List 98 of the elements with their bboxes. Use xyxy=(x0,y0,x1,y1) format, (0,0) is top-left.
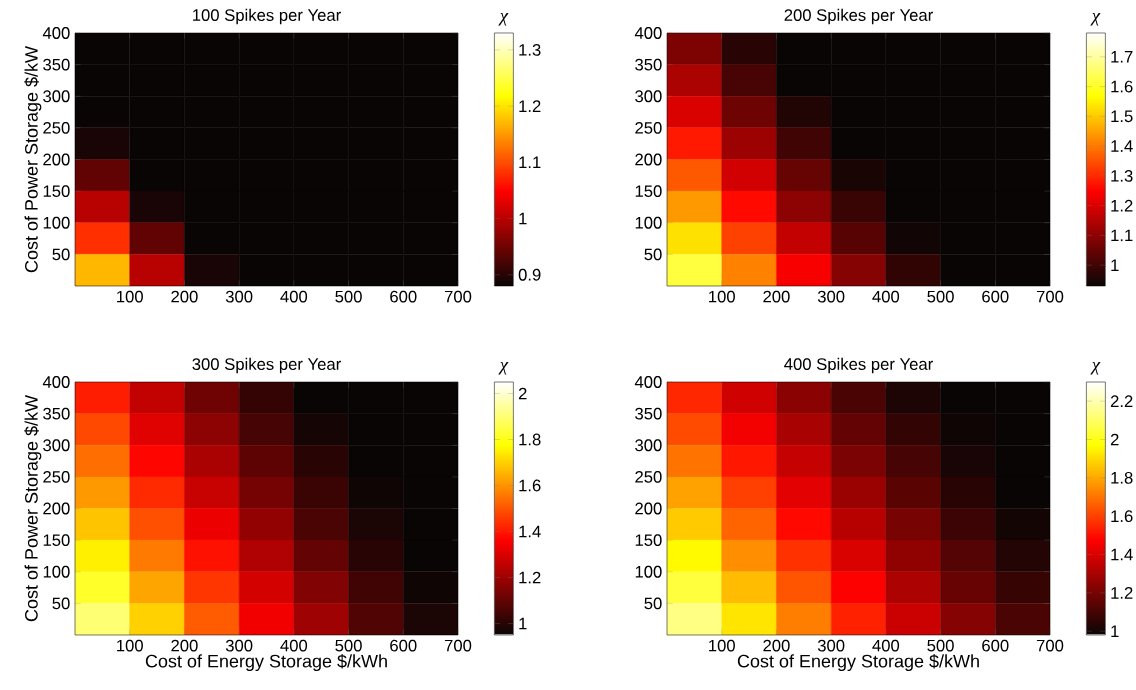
color-bar-label: 1.6 xyxy=(1111,80,1133,93)
chart-title: 100 Spikes per Year xyxy=(193,8,341,25)
color-bar-label: 1.4 xyxy=(519,525,541,538)
color-bar-label: 1.8 xyxy=(519,433,541,446)
color-bar-title: χ xyxy=(1090,362,1101,375)
y-tick-label: 50 xyxy=(52,597,70,610)
y-tick-label: 350 xyxy=(43,58,70,71)
y-tick-label: 400 xyxy=(634,376,662,388)
y-tick-label: 250 xyxy=(635,470,662,483)
x-tick-label: 400 xyxy=(872,290,900,303)
y-tick-label: 100 xyxy=(635,565,662,578)
color-bar-label: 0.9 xyxy=(518,268,541,281)
y-tick-label: 200 xyxy=(43,502,70,515)
x-axis-title: Cost of Energy Storage $/kWh xyxy=(145,654,387,672)
color-bar-label: 1.1 xyxy=(519,156,541,169)
y-tick-label: 250 xyxy=(635,121,662,134)
y-tick-label: 150 xyxy=(635,534,662,547)
chart-title: 200 Spikes per Year xyxy=(784,8,933,25)
y-tick-label: 150 xyxy=(635,185,662,198)
color-bar-label: 1.5 xyxy=(1111,110,1133,123)
x-tick-label: 500 xyxy=(927,290,954,303)
y-tick-label: 50 xyxy=(644,248,662,261)
x-tick-label: 200 xyxy=(763,639,790,652)
color-bar-title: χ xyxy=(1090,13,1101,26)
x-tick-label: 300 xyxy=(225,639,253,652)
y-tick-label: 200 xyxy=(43,153,70,166)
y-tick-label: 50 xyxy=(644,597,662,610)
color-bar-label: 1 xyxy=(519,212,527,225)
color-bar-label: 2.2 xyxy=(1110,395,1133,407)
y-tick-label: 400 xyxy=(42,376,70,388)
y-tick-label: 200 xyxy=(635,502,662,515)
color-bar-label: 1.6 xyxy=(519,479,541,492)
x-tick-label: 100 xyxy=(117,639,143,652)
color-bar-label: 1.2 xyxy=(519,571,541,584)
y-tick-label: 100 xyxy=(635,216,662,229)
y-tick-label: 400 xyxy=(634,27,662,39)
color-bar-label: 1.4 xyxy=(1111,548,1133,561)
x-tick-label: 700 xyxy=(1036,639,1064,652)
x-tick-label: 200 xyxy=(171,290,198,303)
x-tick-label: 700 xyxy=(444,639,472,652)
color-bar-label: 1 xyxy=(1111,259,1119,271)
color-bar-label: 1.2 xyxy=(519,100,541,112)
color-bar-label: 1.2 xyxy=(1111,199,1133,212)
x-tick-label: 600 xyxy=(982,639,1009,652)
y-tick-label: 350 xyxy=(635,58,662,71)
y-tick-label: 150 xyxy=(43,185,70,198)
color-bar-label: 1.7 xyxy=(1111,51,1133,63)
color-bar-label: 1 xyxy=(1111,625,1119,637)
x-tick-label: 400 xyxy=(280,639,308,652)
color-bar-label: 2 xyxy=(518,387,527,400)
y-tick-label: 300 xyxy=(43,90,70,103)
color-bar-label: 1.8 xyxy=(1111,471,1133,484)
color-bar-label: 1.1 xyxy=(1111,229,1133,242)
chart-title: 300 Spikes per Year xyxy=(192,357,341,374)
color-bar-label: 1.3 xyxy=(1111,169,1133,182)
y-tick-label: 350 xyxy=(43,407,70,420)
color-bar-label: 2 xyxy=(1110,433,1119,446)
y-tick-label: 50 xyxy=(52,248,70,261)
x-tick-label: 600 xyxy=(982,290,1009,303)
x-tick-label: 100 xyxy=(709,639,735,652)
x-tick-label: 300 xyxy=(225,290,253,303)
y-tick-label: 350 xyxy=(635,407,662,420)
y-tick-label: 300 xyxy=(635,90,662,103)
y-axis-title: Cost of Power Storage $/kW xyxy=(24,395,42,622)
color-bar-label: 1 xyxy=(519,617,527,630)
y-tick-label: 100 xyxy=(43,216,70,229)
x-tick-label: 300 xyxy=(817,639,845,652)
color-bar-title: χ xyxy=(498,13,509,26)
y-tick-label: 150 xyxy=(43,534,70,547)
color-bar-label: 1.6 xyxy=(1111,510,1133,523)
x-tick-label: 500 xyxy=(335,639,362,652)
y-tick-label: 300 xyxy=(43,439,70,452)
y-tick-label: 200 xyxy=(635,153,662,166)
x-tick-label: 600 xyxy=(390,639,417,652)
y-tick-label: 400 xyxy=(42,27,70,39)
y-axis-title: Cost of Power Storage $/kW xyxy=(24,46,42,273)
x-tick-label: 100 xyxy=(117,290,143,303)
x-axis-title: Cost of Energy Storage $/kWh xyxy=(737,654,979,672)
x-tick-label: 500 xyxy=(335,290,362,303)
x-tick-label: 100 xyxy=(709,290,735,303)
color-bar-label: 1.3 xyxy=(519,43,541,56)
y-tick-label: 300 xyxy=(635,439,662,452)
chart-title: 400 Spikes per Year xyxy=(784,357,933,374)
x-tick-label: 200 xyxy=(763,290,790,303)
color-bar-title: χ xyxy=(498,362,509,375)
y-tick-label: 100 xyxy=(43,565,70,578)
y-tick-label: 250 xyxy=(43,121,70,134)
x-tick-label: 700 xyxy=(444,290,472,303)
x-tick-label: 300 xyxy=(817,290,845,303)
y-tick-label: 250 xyxy=(43,470,70,483)
x-tick-label: 400 xyxy=(280,290,308,303)
x-tick-label: 700 xyxy=(1036,290,1064,303)
color-bar-label: 1.4 xyxy=(1111,140,1133,152)
x-tick-label: 600 xyxy=(390,290,417,303)
color-bar-label: 1.2 xyxy=(1111,587,1133,599)
x-tick-label: 200 xyxy=(171,639,198,652)
x-tick-label: 500 xyxy=(927,639,954,652)
x-tick-label: 400 xyxy=(872,639,900,652)
